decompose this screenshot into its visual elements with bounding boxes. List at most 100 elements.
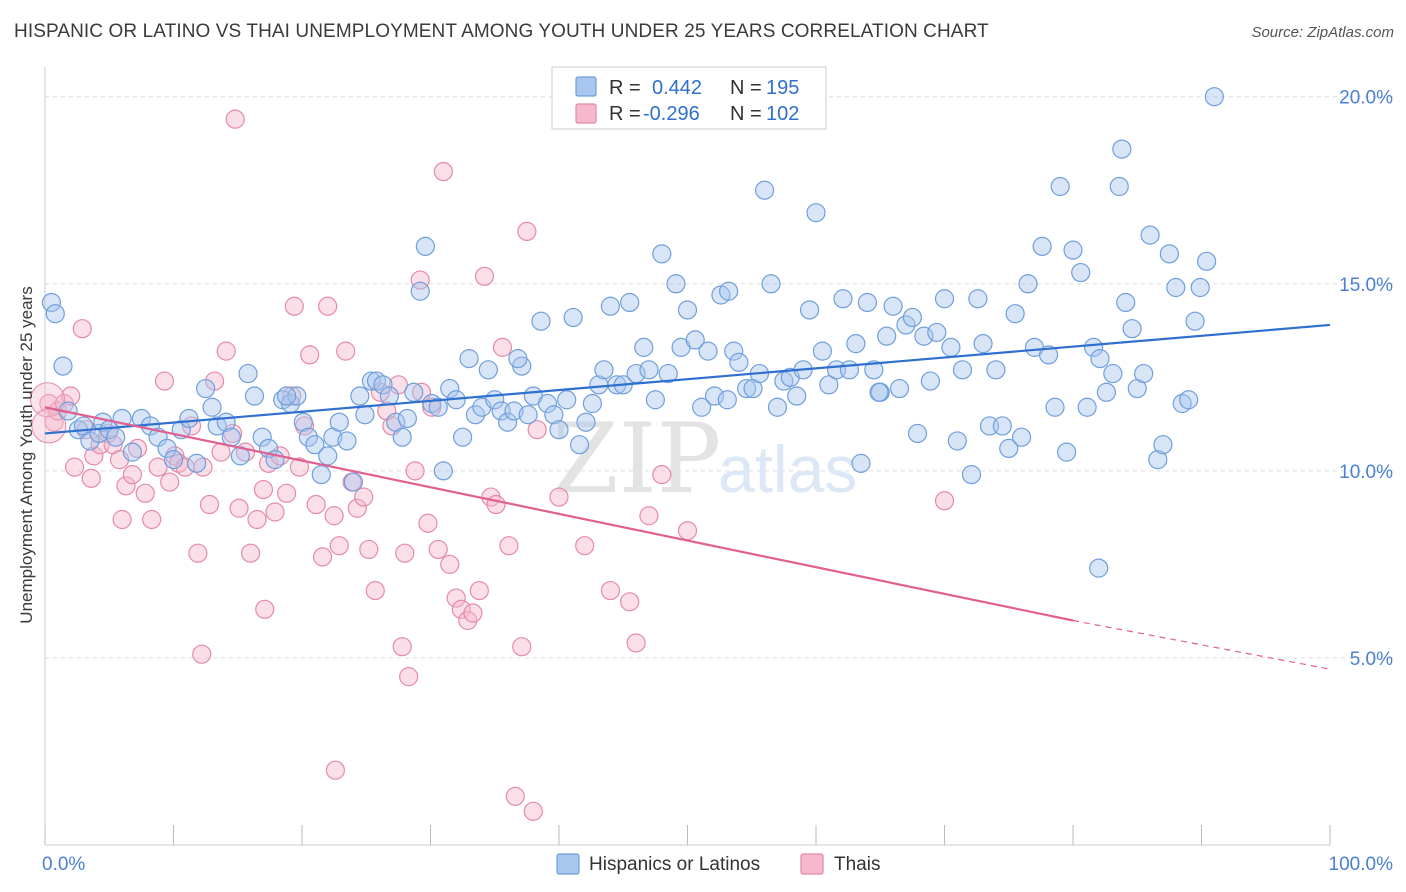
hispanics-point-173 [1166, 277, 1186, 298]
hispanics-point-90 [639, 360, 659, 380]
hispanics-point-93 [658, 363, 678, 384]
thais-point-70 [451, 599, 471, 619]
thais-point-64 [418, 513, 438, 533]
hispanics-point-99 [698, 341, 718, 361]
hispanics-point-183 [869, 382, 889, 402]
thais-point-68 [440, 554, 460, 574]
y-tick-label-1: 10.0% [1339, 462, 1393, 483]
hispanics-point-41 [329, 412, 349, 432]
hispanics-point-120 [833, 289, 853, 309]
thais-point-35 [247, 509, 267, 530]
legend-r-label-2: R = [609, 103, 641, 125]
hispanics-point-57 [428, 397, 448, 417]
bottom-legend-label-thais: Thais [834, 854, 880, 875]
x-tick-label-0: 0.0% [42, 854, 85, 875]
hispanics-point-130 [896, 315, 916, 335]
thais-point-14 [122, 464, 142, 485]
hispanics-point-16 [157, 438, 177, 459]
hispanics-point-42 [337, 431, 357, 451]
thais-point-98 [626, 633, 646, 653]
hispanics-point-118 [819, 375, 839, 395]
hispanics-point-115 [799, 300, 820, 320]
hispanics-point-43 [343, 472, 363, 492]
thais-point-82 [523, 801, 543, 821]
hispanics-point-156 [1063, 240, 1083, 260]
thais-point-49 [329, 536, 349, 556]
hispanics-point-169 [1140, 225, 1160, 245]
hispanics-point-181 [508, 349, 528, 369]
hispanics-point-89 [634, 337, 654, 357]
legend-swatch-pink [575, 103, 597, 124]
hispanics-point-180 [276, 386, 297, 406]
hispanics-point-125 [864, 360, 884, 380]
thais-point-19 [154, 371, 175, 391]
thais-point-79 [505, 786, 525, 806]
hispanics-point-136 [934, 289, 955, 309]
hispanics-point-2 [53, 356, 73, 376]
thais-point-88 [284, 296, 304, 316]
thais-point-69 [446, 588, 466, 608]
watermark-atlas: atlas [718, 432, 857, 506]
hispanics-point-55 [415, 236, 435, 256]
y-tick-label-3: 20.0% [1339, 88, 1393, 109]
thais-point-54 [359, 539, 379, 560]
hispanics-point-53 [404, 382, 424, 402]
hispanics-point-110 [767, 397, 788, 417]
thais-trend-line [44, 406, 1074, 622]
thais-point-30 [216, 341, 236, 361]
hispanics-point-105 [737, 378, 757, 399]
hispanics-point-39 [318, 446, 338, 466]
hispanics-point-134 [920, 371, 940, 391]
hispanics-point-76 [549, 420, 569, 440]
hispanics-point-63 [465, 405, 486, 425]
thais-point-46 [312, 547, 333, 567]
legend-n-label-1: N = [730, 77, 762, 99]
hispanics-trend-line [44, 323, 1331, 435]
hispanics-point-151 [1032, 236, 1052, 256]
thais-point-87 [225, 109, 245, 129]
hispanics-point-147 [1005, 304, 1025, 324]
hispanics-point-140 [961, 464, 982, 485]
thais-point-85 [325, 760, 346, 780]
thais-point-67 [433, 161, 453, 182]
thais-point-94 [677, 521, 698, 541]
thais-point-101 [620, 592, 640, 612]
y-tick-labels: 5.0% 10.0% 15.0% 20.0% [1339, 88, 1393, 670]
hispanics-point-37 [305, 435, 325, 455]
hispanics-point-135 [927, 322, 947, 343]
y-tick-label-0: 5.0% [1350, 649, 1393, 670]
hispanics-point-69 [504, 401, 524, 421]
hispanics-point-34 [287, 386, 307, 406]
hispanics-points [41, 87, 1224, 578]
thais-point-55 [365, 580, 385, 601]
thais-point-27 [199, 494, 220, 515]
hispanics-point-87 [620, 292, 640, 313]
legend-n-value-2: 102 [766, 103, 799, 125]
thais-point-73 [469, 580, 489, 601]
hispanics-point-1 [45, 304, 65, 324]
thais-point-5 [64, 457, 85, 477]
hispanics-point-45 [355, 405, 375, 425]
thais-point-78 [499, 536, 519, 556]
hispanics-point-141 [968, 289, 988, 309]
source-label: Source: ZipAtlas.com [1251, 24, 1394, 41]
hispanics-point-128 [883, 296, 903, 316]
thais-point-38 [265, 502, 285, 522]
hispanics-point-0 [41, 292, 62, 313]
hispanics-point-152 [1038, 345, 1059, 365]
thais-point-97 [600, 580, 621, 601]
thais-point-4 [61, 386, 81, 406]
hispanics-point-164 [1112, 139, 1132, 159]
thais-point-36 [253, 479, 274, 500]
thais-point-18 [148, 457, 168, 477]
hispanics-point-165 [1116, 292, 1136, 313]
hispanics-point-153 [1045, 397, 1065, 417]
thais-point-95 [549, 487, 569, 507]
legend-n-label-2: N = [730, 103, 762, 125]
hispanics-point-109 [761, 274, 781, 294]
thais-point-62 [405, 461, 425, 481]
hispanics-point-68 [498, 412, 518, 432]
thais-point-15 [127, 438, 148, 459]
legend-swatch-blue [575, 76, 597, 97]
hispanics-point-46 [361, 371, 381, 391]
